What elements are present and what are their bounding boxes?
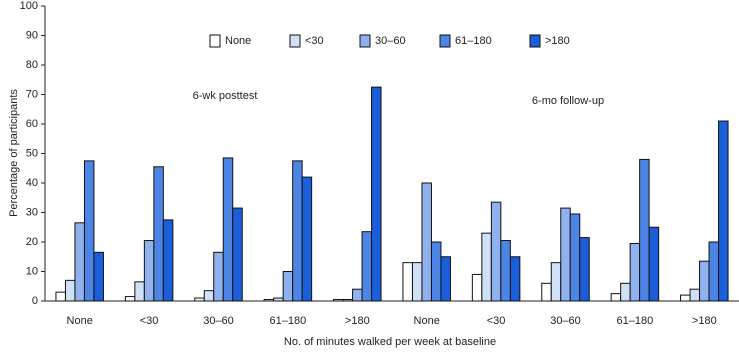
bar	[342, 299, 354, 302]
bar	[421, 182, 432, 302]
legend-label: >180	[545, 35, 570, 47]
legend-swatch	[439, 34, 451, 48]
y-axis-title: Percentage of participants	[8, 89, 20, 217]
bar	[83, 160, 95, 302]
x-tick-label: 61–180	[270, 315, 307, 327]
y-tick-label: 10	[26, 265, 38, 277]
bar	[273, 297, 284, 302]
y-tick-label: 90	[26, 29, 38, 41]
bar	[411, 262, 423, 302]
bar	[569, 213, 581, 302]
y-tick-label: 20	[26, 236, 38, 248]
annotation: 6-mo follow-up	[532, 95, 604, 107]
bar	[64, 279, 76, 302]
annotation: 6-wk posttest	[193, 90, 258, 102]
bar	[648, 226, 660, 302]
x-tick-label: None	[67, 315, 93, 327]
x-tick-label: <30	[487, 315, 506, 327]
bar	[629, 242, 641, 302]
legend-label: None	[225, 35, 251, 47]
bar	[203, 290, 215, 302]
legend-swatch	[359, 34, 371, 48]
bar	[708, 241, 720, 302]
bar	[162, 219, 174, 302]
x-axis-title: No. of minutes walked per week at baseli…	[284, 336, 496, 348]
x-tick-label: None	[414, 315, 440, 327]
legend-swatch	[209, 34, 221, 48]
bar	[471, 273, 483, 302]
bar	[232, 207, 243, 302]
y-tick-label: 80	[26, 59, 38, 71]
x-tick-label: 30–60	[203, 315, 234, 327]
bar	[134, 281, 145, 302]
y-tick-label: 40	[26, 177, 38, 189]
bar	[93, 251, 104, 302]
bar	[579, 237, 590, 302]
x-tick-label: >180	[345, 315, 370, 327]
bar	[194, 297, 205, 302]
x-tick-label: <30	[140, 315, 159, 327]
y-tick-label: 0	[32, 295, 38, 307]
bar	[490, 201, 502, 302]
x-tick-label: 61–180	[617, 315, 654, 327]
bar	[282, 271, 294, 302]
legend-label: <30	[305, 35, 324, 47]
bar	[301, 176, 313, 302]
y-tick-label: 60	[26, 118, 38, 130]
bar	[550, 262, 562, 302]
bar	[361, 231, 373, 302]
bar	[718, 120, 729, 302]
legend-swatch	[529, 34, 541, 48]
bar	[639, 158, 650, 302]
bar	[481, 232, 492, 302]
y-tick-label: 50	[26, 147, 38, 159]
y-tick-label: 30	[26, 206, 38, 218]
bar	[55, 291, 66, 302]
bar	[371, 86, 382, 302]
bar	[620, 282, 631, 302]
bar	[430, 241, 442, 302]
bar	[402, 262, 413, 302]
legend-label: 30–60	[375, 35, 406, 47]
bar	[213, 251, 224, 302]
bar	[680, 294, 691, 302]
bar	[541, 282, 552, 302]
bar	[333, 299, 344, 302]
bar	[699, 260, 710, 302]
bar	[292, 160, 303, 302]
x-tick-label: >180	[692, 315, 717, 327]
x-tick-label: 30–60	[550, 315, 581, 327]
bar	[153, 166, 164, 302]
bar	[500, 240, 511, 302]
legend-label: 61–180	[455, 35, 492, 47]
bar	[440, 256, 451, 302]
legend-swatch	[289, 34, 301, 48]
y-tick-label: 100	[20, 0, 38, 12]
bar	[689, 288, 701, 302]
bar	[560, 207, 571, 302]
bar	[74, 222, 85, 302]
bar	[124, 296, 136, 302]
bar	[222, 157, 234, 302]
bar	[509, 256, 521, 302]
bar	[143, 240, 155, 302]
y-tick-label: 70	[26, 88, 38, 100]
bar	[610, 293, 622, 302]
bar	[263, 299, 275, 302]
bar	[352, 288, 363, 302]
